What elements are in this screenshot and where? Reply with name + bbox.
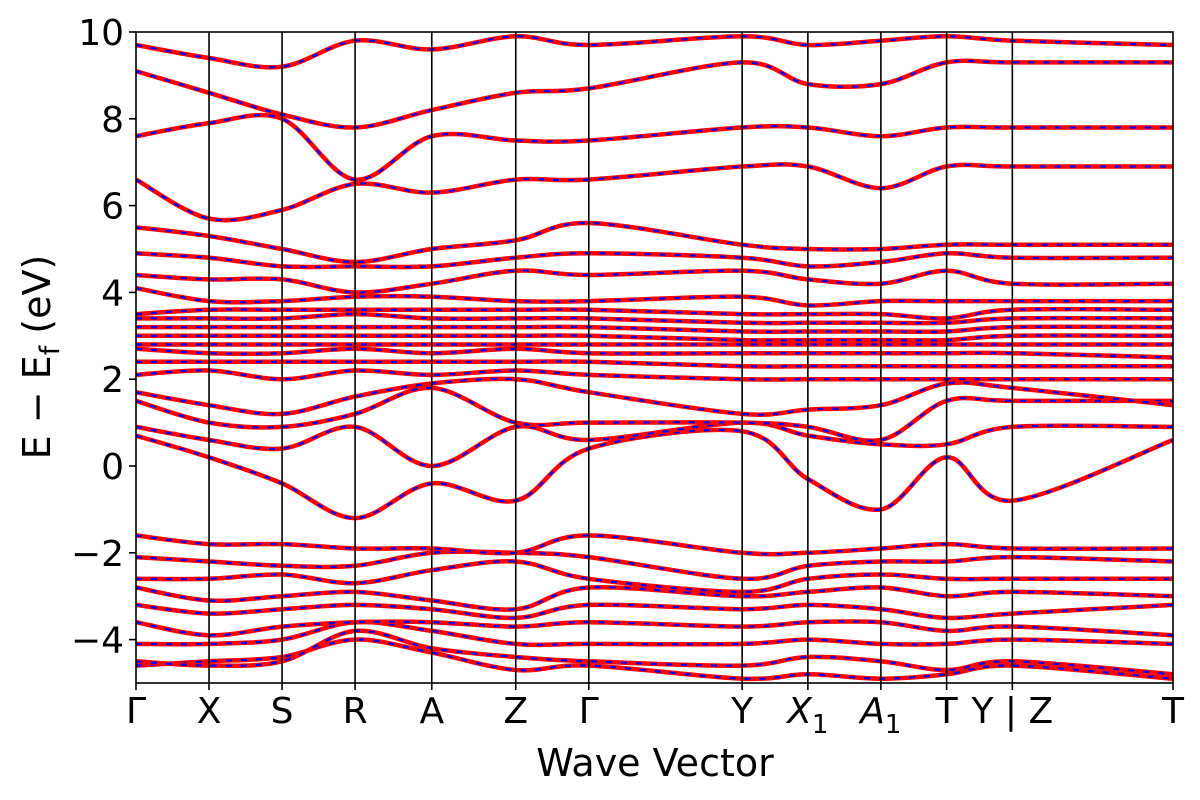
band-line-dashed-25 — [136, 163, 1173, 222]
x-tick-label: X — [197, 691, 222, 732]
band-line-dashed-5 — [136, 586, 1173, 611]
x-tick-label: A — [419, 691, 444, 732]
band-line-dashed-4 — [136, 603, 1173, 620]
band-line-dashed-23 — [136, 252, 1173, 269]
band-line-dashed-6 — [136, 560, 1173, 594]
band-line-dashed-8 — [136, 534, 1173, 556]
band-line-dashed-1 — [136, 629, 1173, 676]
band-line-dashed-28 — [136, 35, 1173, 69]
band-line-dashed-21 — [136, 287, 1173, 307]
x-tick-label: Γ — [126, 691, 146, 732]
band-line-dashed-27 — [136, 59, 1173, 129]
x-axis-label: Wave Vector — [536, 741, 774, 785]
band-line-dashed-9 — [136, 428, 1173, 520]
x-tick-label: Y | Z — [971, 691, 1054, 732]
y-tick-label: −2 — [71, 534, 124, 575]
y-axis-ticks: −4 −2 0 2 4 6 8 10 — [71, 13, 136, 662]
x-tick-label: A1 — [858, 691, 901, 740]
plot-frame — [135, 31, 1174, 684]
y-tick-label: 10 — [78, 13, 124, 54]
x-tick-label: S — [271, 691, 294, 732]
y-axis-label-main: E − E — [15, 355, 59, 459]
band-line-dashed-7 — [136, 550, 1173, 580]
y-tick-label: 6 — [101, 187, 124, 228]
band-line-dashed-14 — [136, 360, 1173, 368]
y-tick-label: 0 — [101, 447, 124, 488]
band-line-dashed-2 — [136, 620, 1173, 646]
band-line-dashed-12 — [136, 377, 1173, 416]
y-axis-label-subscript: f — [35, 344, 66, 355]
y-tick-label: 4 — [101, 273, 124, 314]
band-line-dashed-15 — [136, 347, 1173, 359]
bands-layer — [136, 34, 1173, 682]
band-line-dashed-13 — [136, 369, 1173, 381]
band-line-dashed-3 — [136, 620, 1173, 637]
x-tick-label: R — [343, 691, 368, 732]
band-line-dashed-26 — [136, 113, 1173, 181]
band-line-dashed-20 — [136, 308, 1173, 320]
kpoint-lines-layer — [208, 32, 1014, 683]
band-line-dashed-17 — [136, 334, 1173, 342]
band-line-dashed-19 — [136, 312, 1173, 325]
y-axis-label-unit: (eV) — [15, 255, 59, 346]
band-line-dashed-18 — [136, 325, 1173, 333]
band-line-dashed-22 — [136, 269, 1173, 294]
y-tick-label: −4 — [71, 621, 124, 662]
x-tick-label: Y — [730, 691, 754, 732]
y-tick-label: 2 — [101, 360, 124, 401]
band-line-dashed-0 — [136, 638, 1173, 681]
x-tick-label: T — [1161, 691, 1185, 732]
x-axis-ticks: Γ X S R A Z Γ Y X1 A1 T Y | Z T — [126, 683, 1185, 740]
x-tick-label: T — [935, 691, 959, 732]
y-tick-label: 8 — [101, 100, 124, 141]
x-tick-label: X1 — [785, 691, 828, 740]
y-axis-label: E − Ef (eV) — [15, 255, 66, 460]
band-line-dashed-11 — [136, 386, 1173, 442]
x-tick-label: Γ — [579, 691, 599, 732]
x-tick-label: Z — [503, 691, 528, 732]
band-line-dashed-10 — [136, 421, 1173, 468]
band-line-dashed-24 — [136, 221, 1173, 264]
